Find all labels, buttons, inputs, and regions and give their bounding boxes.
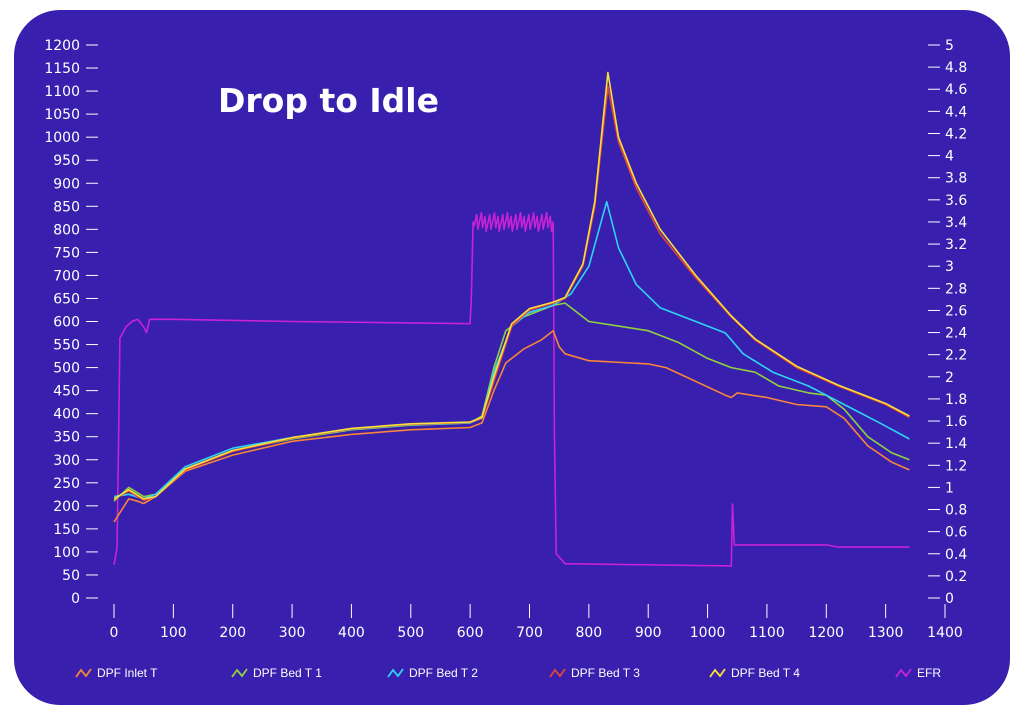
legend-swatch-icon: [549, 668, 566, 678]
x-tick-label: 600: [457, 625, 484, 641]
y-left-tick-label: 800: [53, 222, 80, 238]
y-right-tick-label: 0.2: [945, 569, 967, 585]
y-right-tick-label: 3.4: [945, 215, 967, 231]
legend-item[interactable]: DPF Bed T 4: [709, 666, 800, 680]
x-tick-label: 1300: [868, 625, 904, 641]
y-left-tick-label: 1200: [44, 38, 80, 54]
y-left-tick-label: 300: [53, 453, 80, 469]
legend-swatch-icon: [231, 668, 248, 678]
y-right-tick-label: 2.2: [945, 348, 967, 364]
legend-label: DPF Bed T 4: [731, 666, 800, 680]
y-left-tick-label: 450: [53, 384, 80, 400]
legend-item[interactable]: DPF Bed T 1: [231, 666, 322, 680]
x-tick-label: 1100: [749, 625, 785, 641]
y-right-tick-label: 4.4: [945, 104, 967, 120]
y-right-tick-label: 3.6: [945, 193, 967, 209]
y-left-tick-label: 1050: [44, 107, 80, 123]
y-left-tick-label: 0: [71, 591, 80, 607]
y-right-tick-label: 2: [945, 370, 954, 386]
legend-item[interactable]: DPF Inlet T: [75, 666, 158, 680]
y-right-tick-label: 1.8: [945, 392, 967, 408]
y-right-tick-label: 3: [945, 259, 954, 275]
legend-swatch-icon: [895, 668, 912, 678]
y-left-tick-label: 400: [53, 407, 80, 423]
y-right-tick-label: 1: [945, 480, 954, 496]
y-right-tick-label: 3.8: [945, 171, 967, 187]
legend-item[interactable]: DPF Bed T 2: [387, 666, 478, 680]
y-right-tick-label: 2.4: [945, 326, 967, 342]
y-left-tick-label: 1150: [44, 61, 80, 77]
y-left-tick-label: 750: [53, 245, 80, 261]
x-tick-label: 500: [397, 625, 424, 641]
x-tick-label: 1400: [927, 625, 963, 641]
y-right-tick-label: 3.2: [945, 237, 967, 253]
y-right-tick-label: 1.6: [945, 414, 967, 430]
y-left-tick-label: 950: [53, 153, 80, 169]
y-right-tick-label: 0.8: [945, 503, 967, 519]
series-line-dpf-bed-t-3: [113, 85, 910, 502]
y-right-tick-label: 0.6: [945, 525, 967, 541]
y-left-tick-label: 500: [53, 361, 80, 377]
y-right-tick-label: 4.6: [945, 82, 967, 98]
x-tick-label: 400: [338, 625, 365, 641]
x-tick-label: 1200: [808, 625, 844, 641]
y-right-tick-label: 4: [945, 149, 954, 165]
y-right-tick-label: 4.8: [945, 60, 967, 76]
legend-swatch-icon: [75, 668, 92, 678]
y-left-tick-label: 250: [53, 476, 80, 492]
x-tick-label: 100: [160, 625, 187, 641]
y-right-tick-label: 5: [945, 38, 954, 54]
legend-label: DPF Bed T 3: [571, 666, 640, 680]
y-left-tick-label: 700: [53, 268, 80, 284]
y-right-tick-label: 0.4: [945, 547, 967, 563]
y-left-tick-label: 850: [53, 199, 80, 215]
legend-label: DPF Inlet T: [97, 666, 158, 680]
y-left-tick-label: 50: [62, 568, 80, 584]
y-left-tick-label: 1100: [44, 84, 80, 100]
x-tick-label: 1000: [690, 625, 726, 641]
legend-item[interactable]: DPF Bed T 3: [549, 666, 640, 680]
legend-swatch-icon: [709, 668, 726, 678]
legend-label: DPF Bed T 2: [409, 666, 478, 680]
y-right-tick-label: 1.2: [945, 458, 967, 474]
y-right-tick-label: 0: [945, 591, 954, 607]
series-line-dpf-bed-t-4: [113, 71, 910, 500]
y-left-tick-label: 550: [53, 338, 80, 354]
legend-label: DPF Bed T 1: [253, 666, 322, 680]
y-left-tick-label: 600: [53, 315, 80, 331]
x-tick-label: 900: [635, 625, 662, 641]
chart-title: Drop to Idle: [218, 81, 439, 120]
legend-label: EFR: [917, 666, 941, 680]
legend-swatch-icon: [387, 668, 404, 678]
legend-item[interactable]: EFR: [895, 666, 941, 680]
y-left-tick-label: 150: [53, 522, 80, 538]
y-right-tick-label: 2.8: [945, 281, 967, 297]
y-right-tick-label: 1.4: [945, 436, 967, 452]
y-left-tick-label: 200: [53, 499, 80, 515]
y-left-tick-label: 900: [53, 176, 80, 192]
x-tick-label: 200: [219, 625, 246, 641]
series-line-dpf-inlet-t: [113, 329, 910, 523]
y-right-tick-label: 2.6: [945, 303, 967, 319]
y-left-tick-label: 650: [53, 291, 80, 307]
x-tick-label: 800: [575, 625, 602, 641]
y-left-tick-label: 350: [53, 430, 80, 446]
x-tick-label: 0: [110, 625, 119, 641]
x-tick-label: 700: [516, 625, 543, 641]
series-line-efr: [113, 211, 910, 567]
y-right-tick-label: 4.2: [945, 126, 967, 142]
x-tick-label: 300: [279, 625, 306, 641]
y-left-tick-label: 1000: [44, 130, 80, 146]
y-left-tick-label: 100: [53, 545, 80, 561]
